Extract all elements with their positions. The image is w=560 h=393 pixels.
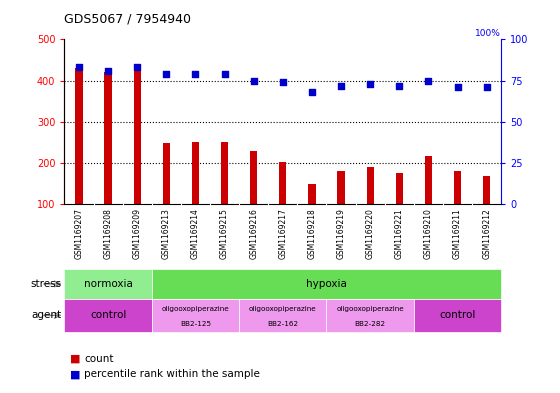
Bar bbox=[395, 173, 403, 246]
Text: oligooxopiperazine: oligooxopiperazine bbox=[249, 307, 316, 312]
Bar bbox=[326, 299, 414, 332]
Bar bbox=[192, 142, 199, 246]
Point bbox=[453, 84, 462, 90]
Text: BB2-282: BB2-282 bbox=[354, 321, 386, 327]
Text: GDS5067 / 7954940: GDS5067 / 7954940 bbox=[64, 13, 192, 26]
Text: ■: ■ bbox=[70, 369, 81, 379]
Point bbox=[162, 71, 171, 77]
Bar bbox=[279, 162, 286, 246]
Text: GSM1169214: GSM1169214 bbox=[191, 208, 200, 259]
Text: GSM1169213: GSM1169213 bbox=[162, 208, 171, 259]
Point bbox=[307, 89, 316, 95]
Bar bbox=[152, 269, 501, 299]
Text: GSM1169208: GSM1169208 bbox=[104, 208, 113, 259]
Text: GSM1169211: GSM1169211 bbox=[453, 208, 462, 259]
Point bbox=[74, 64, 83, 70]
Bar bbox=[414, 299, 501, 332]
Bar bbox=[133, 64, 141, 246]
Text: control: control bbox=[90, 310, 126, 320]
Bar bbox=[366, 167, 374, 246]
Bar bbox=[64, 299, 152, 332]
Point bbox=[395, 83, 404, 89]
Bar bbox=[424, 156, 432, 246]
Text: GSM1169207: GSM1169207 bbox=[74, 208, 83, 259]
Bar bbox=[250, 151, 257, 246]
Bar bbox=[308, 184, 315, 246]
Point bbox=[104, 68, 113, 74]
Text: GSM1169219: GSM1169219 bbox=[337, 208, 346, 259]
Text: ■: ■ bbox=[70, 354, 81, 364]
Text: 100%: 100% bbox=[475, 29, 501, 39]
Text: oligooxopiperazine: oligooxopiperazine bbox=[162, 307, 229, 312]
Bar bbox=[75, 68, 83, 246]
Text: agent: agent bbox=[31, 310, 62, 320]
Text: GSM1169218: GSM1169218 bbox=[307, 208, 316, 259]
Text: GSM1169216: GSM1169216 bbox=[249, 208, 258, 259]
Text: GSM1169215: GSM1169215 bbox=[220, 208, 229, 259]
Point bbox=[482, 84, 491, 90]
Point bbox=[133, 64, 142, 70]
Text: GSM1169221: GSM1169221 bbox=[395, 208, 404, 259]
Bar bbox=[152, 299, 239, 332]
Text: count: count bbox=[84, 354, 114, 364]
Bar bbox=[239, 299, 326, 332]
Bar bbox=[64, 269, 152, 299]
Bar bbox=[104, 72, 111, 246]
Point bbox=[366, 81, 375, 87]
Bar bbox=[162, 143, 170, 246]
Point bbox=[278, 79, 287, 85]
Text: hypoxia: hypoxia bbox=[306, 279, 347, 289]
Point bbox=[337, 83, 346, 89]
Text: GSM1169209: GSM1169209 bbox=[133, 208, 142, 259]
Point bbox=[220, 71, 229, 77]
Bar bbox=[483, 176, 491, 246]
Text: BB2-125: BB2-125 bbox=[180, 321, 211, 327]
Text: normoxia: normoxia bbox=[83, 279, 133, 289]
Text: GSM1169217: GSM1169217 bbox=[278, 208, 287, 259]
Text: percentile rank within the sample: percentile rank within the sample bbox=[84, 369, 260, 379]
Bar bbox=[221, 141, 228, 246]
Point bbox=[191, 71, 200, 77]
Text: BB2-162: BB2-162 bbox=[267, 321, 298, 327]
Text: GSM1169212: GSM1169212 bbox=[482, 208, 491, 259]
Text: oligooxopiperazine: oligooxopiperazine bbox=[337, 307, 404, 312]
Point bbox=[249, 77, 258, 84]
Bar bbox=[337, 171, 344, 246]
Bar bbox=[454, 171, 461, 246]
Text: stress: stress bbox=[30, 279, 62, 289]
Text: control: control bbox=[440, 310, 475, 320]
Text: GSM1169210: GSM1169210 bbox=[424, 208, 433, 259]
Point bbox=[424, 77, 433, 84]
Text: GSM1169220: GSM1169220 bbox=[366, 208, 375, 259]
